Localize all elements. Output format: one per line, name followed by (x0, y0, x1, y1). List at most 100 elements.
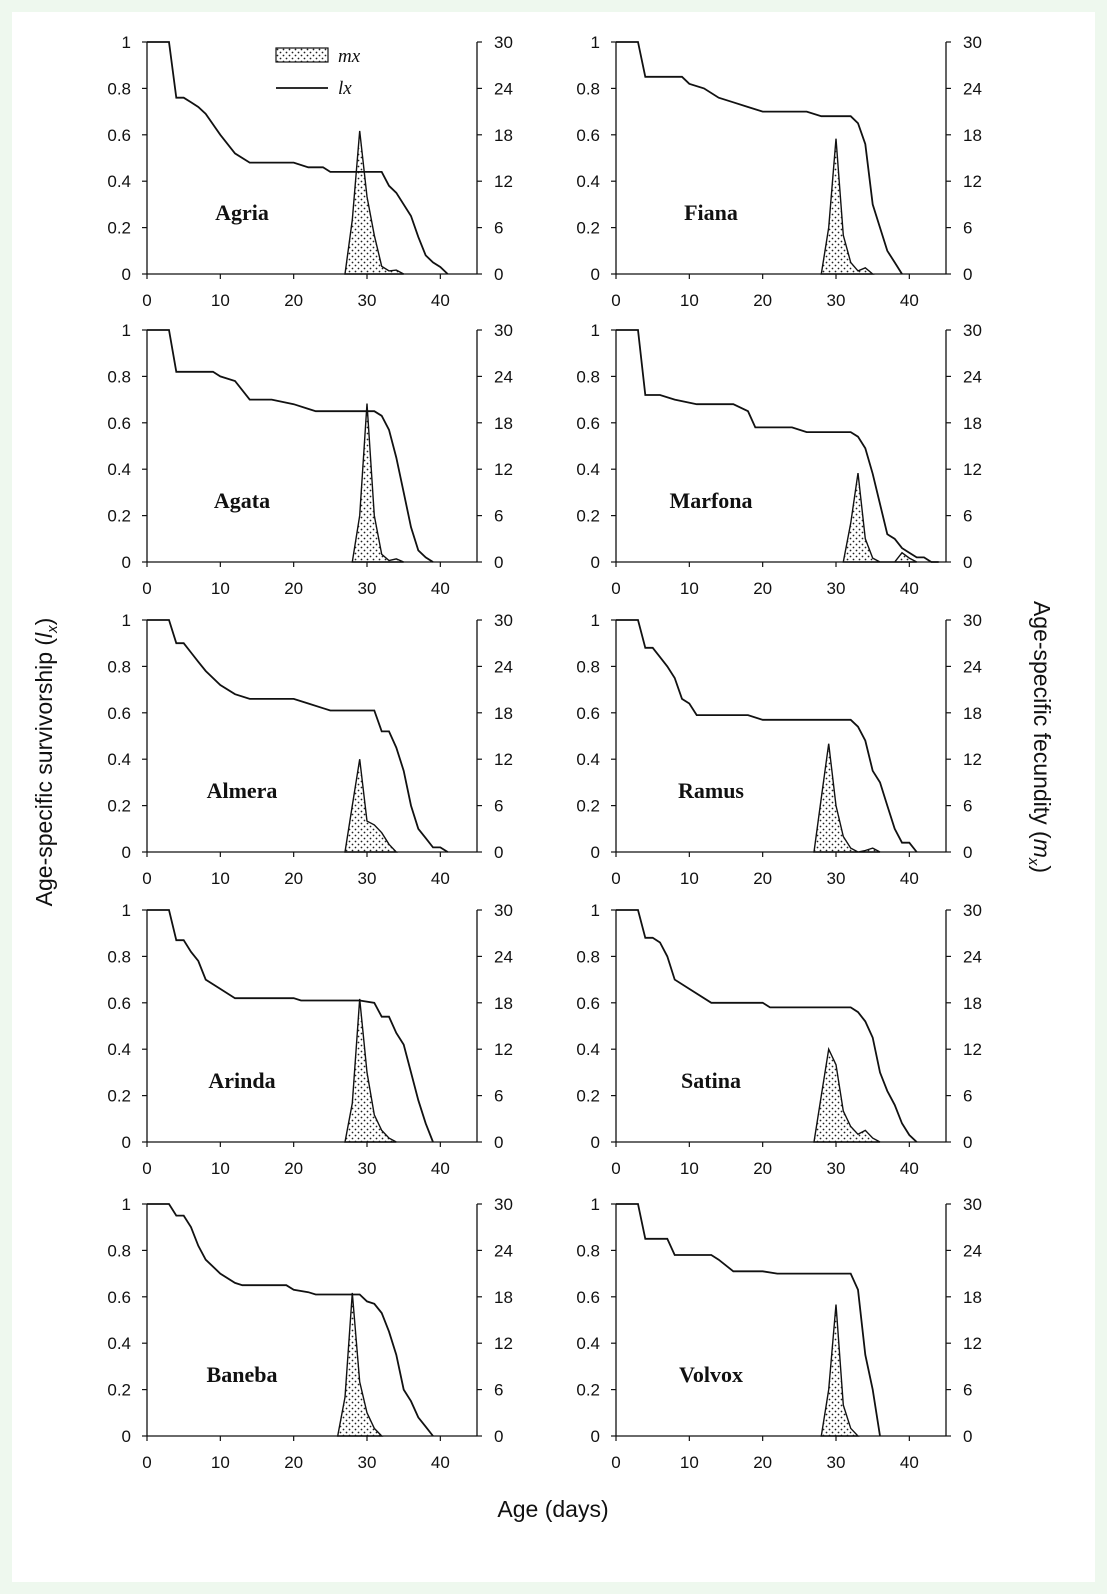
left-tick-label-almera: 0 (122, 843, 131, 862)
left-tick-label-arinda: 0.8 (107, 947, 131, 966)
right-tick-label-satina: 30 (963, 901, 982, 920)
right-tick-label-arinda: 30 (494, 901, 513, 920)
mx-area-arinda (344, 998, 397, 1143)
right-tick-label-agata: 0 (494, 553, 503, 572)
x-tick-label-arinda: 0 (142, 1159, 151, 1178)
legend-mx-swatch (275, 47, 329, 63)
x-tick-label-ramus: 20 (753, 869, 772, 888)
x-tick-label-volvox: 30 (827, 1453, 846, 1472)
right-tick-label-satina: 24 (963, 947, 982, 966)
right-tick-label-baneba: 12 (494, 1334, 513, 1353)
x-tick-label-baneba: 10 (211, 1453, 230, 1472)
left-tick-label-agata: 0.4 (107, 460, 131, 479)
right-tick-label-fiana: 12 (963, 172, 982, 191)
right-tick-label-fiana: 18 (963, 126, 982, 145)
x-tick-label-fiana: 20 (753, 291, 772, 310)
left-tick-label-ramus: 0.2 (576, 797, 600, 816)
left-tick-label-agria: 0.4 (107, 172, 131, 191)
lx-line-satina (616, 909, 918, 1143)
x-tick-label-almera: 30 (358, 869, 377, 888)
right-tick-label-satina: 0 (963, 1133, 972, 1152)
left-tick-label-fiana: 0.8 (576, 79, 600, 98)
y-right-title-subscript: x (1025, 857, 1042, 866)
right-tick-label-satina: 18 (963, 994, 982, 1013)
left-tick-label-ramus: 0.6 (576, 704, 600, 723)
panel-label-volvox: Volvox (679, 1362, 743, 1387)
x-tick-label-fiana: 30 (827, 291, 846, 310)
left-tick-label-fiana: 1 (591, 33, 600, 52)
right-tick-label-baneba: 24 (494, 1241, 513, 1260)
x-tick-label-marfona: 40 (900, 579, 919, 598)
x-tick-label-marfona: 10 (680, 579, 699, 598)
right-tick-label-almera: 6 (494, 797, 503, 816)
lx-line-almera (147, 619, 449, 853)
right-tick-label-volvox: 24 (963, 1241, 982, 1260)
left-tick-label-marfona: 0.8 (576, 367, 600, 386)
x-tick-label-baneba: 20 (284, 1453, 303, 1472)
left-tick-label-fiana: 0.2 (576, 219, 600, 238)
x-tick-label-fiana: 0 (611, 291, 620, 310)
right-tick-label-satina: 6 (963, 1087, 972, 1106)
left-tick-label-fiana: 0 (591, 265, 600, 284)
lx-line-baneba (147, 1203, 434, 1437)
x-tick-label-marfona: 20 (753, 579, 772, 598)
y-right-title-symbol: m (1029, 839, 1055, 858)
mx-area-fiana (820, 138, 875, 275)
x-tick-label-arinda: 10 (211, 1159, 230, 1178)
mx-area-marfona (842, 472, 918, 563)
x-tick-label-almera: 0 (142, 869, 151, 888)
left-tick-label-satina: 1 (591, 901, 600, 920)
left-tick-label-agria: 1 (122, 33, 131, 52)
right-tick-label-agata: 18 (494, 414, 513, 433)
x-tick-label-baneba: 30 (358, 1453, 377, 1472)
x-tick-label-agria: 10 (211, 291, 230, 310)
left-tick-label-ramus: 0.8 (576, 657, 600, 676)
right-tick-label-agria: 30 (494, 33, 513, 52)
right-tick-label-volvox: 12 (963, 1334, 982, 1353)
panel-label-baneba: Baneba (207, 1362, 278, 1387)
left-tick-label-arinda: 1 (122, 901, 131, 920)
right-tick-label-fiana: 6 (963, 219, 972, 238)
right-tick-label-agata: 24 (494, 367, 513, 386)
left-tick-label-volvox: 0.8 (576, 1241, 600, 1260)
left-tick-label-baneba: 0.8 (107, 1241, 131, 1260)
figure-frame: 0 0.2 0.4 0.6 0.8 1 0 6 12 18 24 30 0 10 20 30 40 Agria 0 0… (12, 12, 1095, 1582)
legend-mx-label: mx (338, 46, 361, 67)
right-tick-label-agata: 6 (494, 507, 503, 526)
x-tick-label-volvox: 40 (900, 1453, 919, 1472)
x-tick-label-agata: 20 (284, 579, 303, 598)
right-tick-label-ramus: 30 (963, 611, 982, 630)
left-tick-label-almera: 0.6 (107, 704, 131, 723)
x-tick-label-almera: 10 (211, 869, 230, 888)
left-tick-label-agata: 0.6 (107, 414, 131, 433)
y-left-title-close: ) (31, 618, 57, 626)
mx-area-agata (351, 403, 404, 563)
right-tick-label-arinda: 18 (494, 994, 513, 1013)
panel-label-arinda: Arinda (208, 1068, 275, 1093)
left-tick-label-marfona: 0.6 (576, 414, 600, 433)
x-tick-label-almera: 20 (284, 869, 303, 888)
right-tick-label-arinda: 6 (494, 1087, 503, 1106)
lx-line-marfona (616, 329, 939, 563)
right-tick-label-satina: 12 (963, 1040, 982, 1059)
left-tick-label-satina: 0 (591, 1133, 600, 1152)
x-tick-label-fiana: 40 (900, 291, 919, 310)
x-tick-label-volvox: 0 (611, 1453, 620, 1472)
right-tick-label-almera: 0 (494, 843, 503, 862)
left-tick-label-almera: 0.4 (107, 750, 131, 769)
left-tick-label-agata: 1 (122, 321, 131, 340)
left-tick-label-fiana: 0.6 (576, 126, 600, 145)
x-tick-label-marfona: 0 (611, 579, 620, 598)
panel-label-agria: Agria (215, 200, 269, 225)
left-tick-label-volvox: 0.4 (576, 1334, 600, 1353)
x-tick-label-agria: 30 (358, 291, 377, 310)
x-tick-label-baneba: 40 (431, 1453, 450, 1472)
